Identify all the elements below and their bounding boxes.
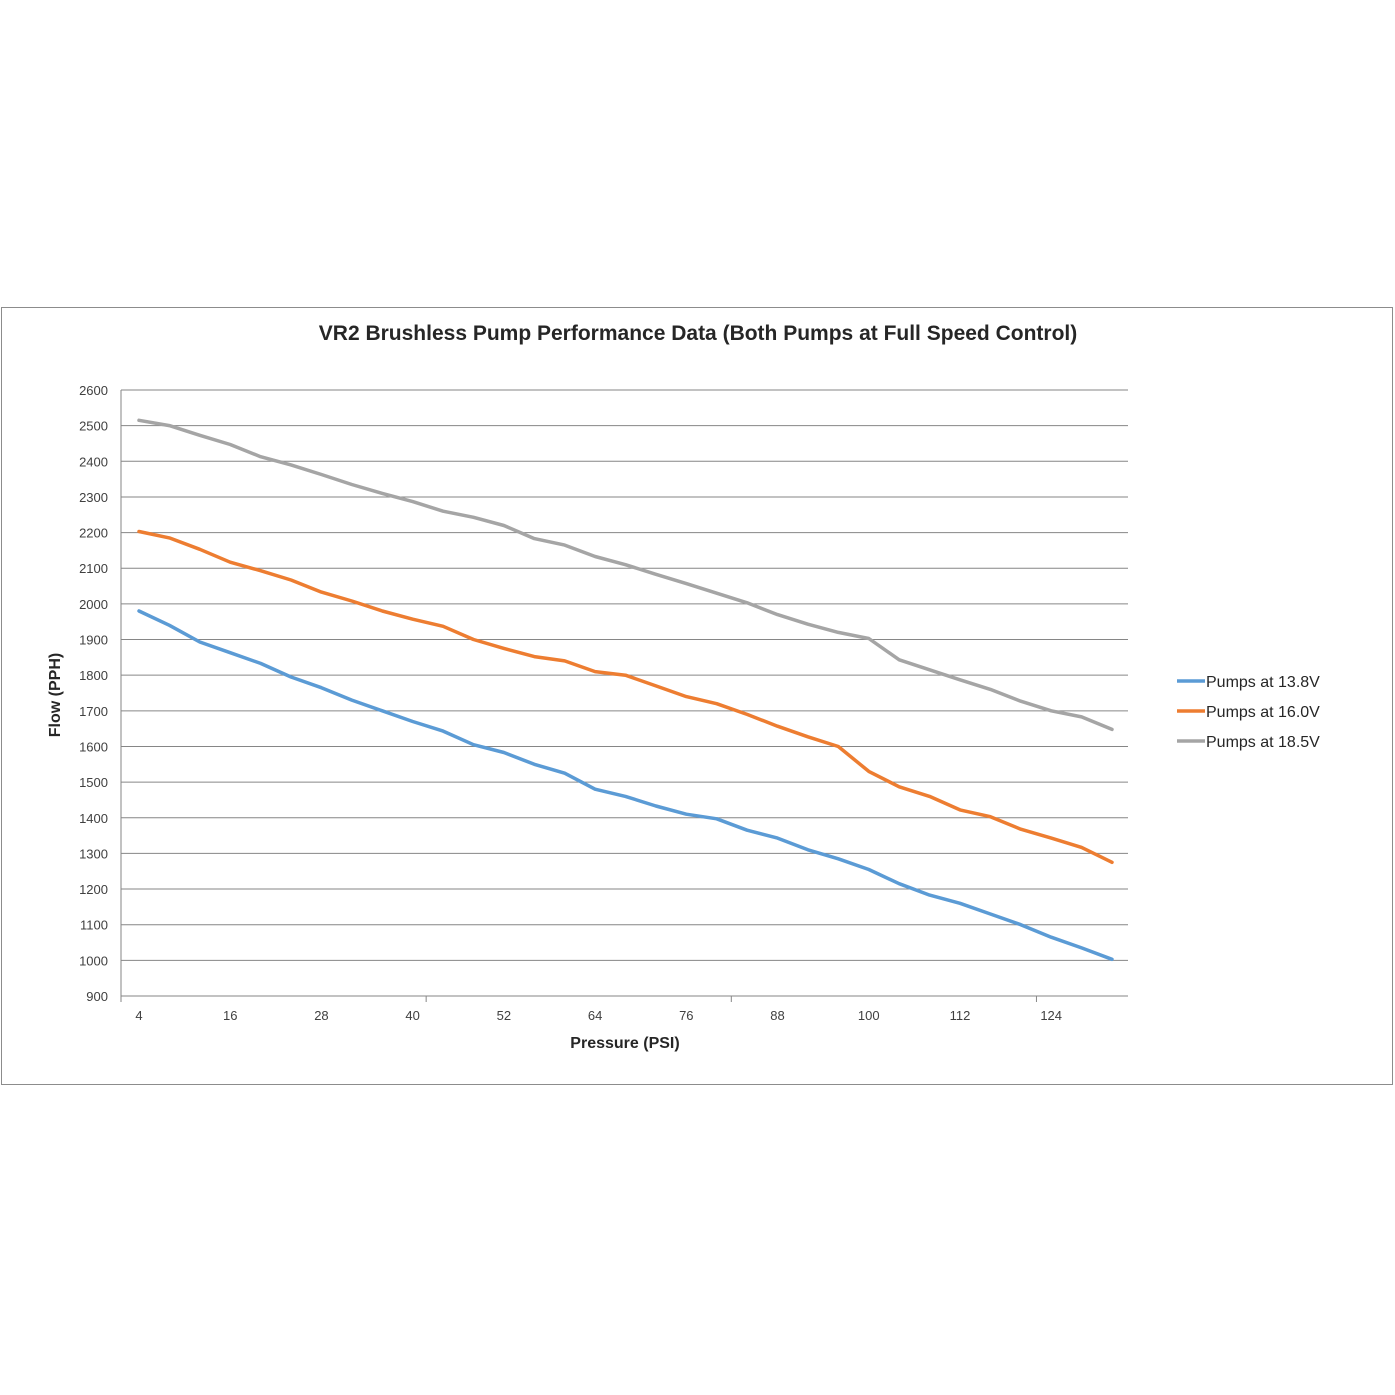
- y-tick-label: 1400: [79, 811, 108, 826]
- x-tick-label: 28: [314, 1008, 328, 1023]
- y-tick-label: 2500: [79, 419, 108, 434]
- y-tick-label: 2600: [79, 383, 108, 398]
- x-tick-label: 76: [679, 1008, 693, 1023]
- y-tick-label: 1800: [79, 668, 108, 683]
- y-tick-label: 900: [86, 989, 108, 1004]
- legend: Pumps at 13.8V Pumps at 16.0V Pumps at 18.…: [1177, 674, 1320, 751]
- y-tick-label: 1200: [79, 882, 108, 897]
- x-axis-title: Pressure (PSI): [570, 1035, 679, 1052]
- y-tick-label: 1100: [80, 918, 108, 933]
- y-tick-label: 1300: [79, 846, 108, 861]
- y-tick-label: 2300: [79, 490, 108, 505]
- chart-area: 900 1000 1100 1200 1300 1400 1500 1600 1700 1800 1…: [1, 307, 1393, 1085]
- legend-label: Pumps at 18.5V: [1206, 734, 1320, 751]
- y-tick-label: 2000: [79, 597, 108, 612]
- y-tick-label: 1900: [79, 633, 108, 648]
- series-lines: [137, 418, 1114, 962]
- x-tick-label: 40: [405, 1008, 419, 1023]
- series-line: [137, 609, 1114, 962]
- legend-label: Pumps at 16.0V: [1206, 704, 1320, 721]
- gridlines: [121, 389, 1128, 961]
- chart-title: VR2 Brushless Pump Performance Data (Bot…: [319, 322, 1077, 345]
- axes: 900 1000 1100 1200 1300 1400 1500 1600 1700 1800 1…: [79, 383, 1128, 1023]
- legend-label: Pumps at 13.8V: [1206, 674, 1320, 691]
- x-tick-label: 112: [950, 1008, 971, 1023]
- line-chart: 900 1000 1100 1200 1300 1400 1500 1600 1700 1800 1…: [47, 322, 1320, 1052]
- x-tick-label: 64: [588, 1008, 602, 1023]
- y-tick-label: 1600: [79, 739, 108, 754]
- x-tick-label: 4: [135, 1008, 142, 1023]
- x-tick-label: 100: [858, 1008, 880, 1023]
- y-tick-label: 2200: [79, 526, 108, 541]
- x-tick-label: 16: [223, 1008, 237, 1023]
- series-line: [137, 529, 1114, 865]
- y-tick-label: 1500: [79, 775, 108, 790]
- x-tick-label: 52: [497, 1008, 511, 1023]
- y-tick-label: 1000: [79, 953, 108, 968]
- x-tick-label: 88: [770, 1008, 784, 1023]
- y-tick-label: 1700: [79, 704, 108, 719]
- y-tick-label: 2100: [79, 561, 108, 576]
- y-tick-label: 2400: [79, 454, 108, 469]
- y-axis-title: Flow (PPH): [47, 653, 64, 737]
- x-tick-label: 124: [1040, 1008, 1062, 1023]
- series-line: [137, 418, 1114, 732]
